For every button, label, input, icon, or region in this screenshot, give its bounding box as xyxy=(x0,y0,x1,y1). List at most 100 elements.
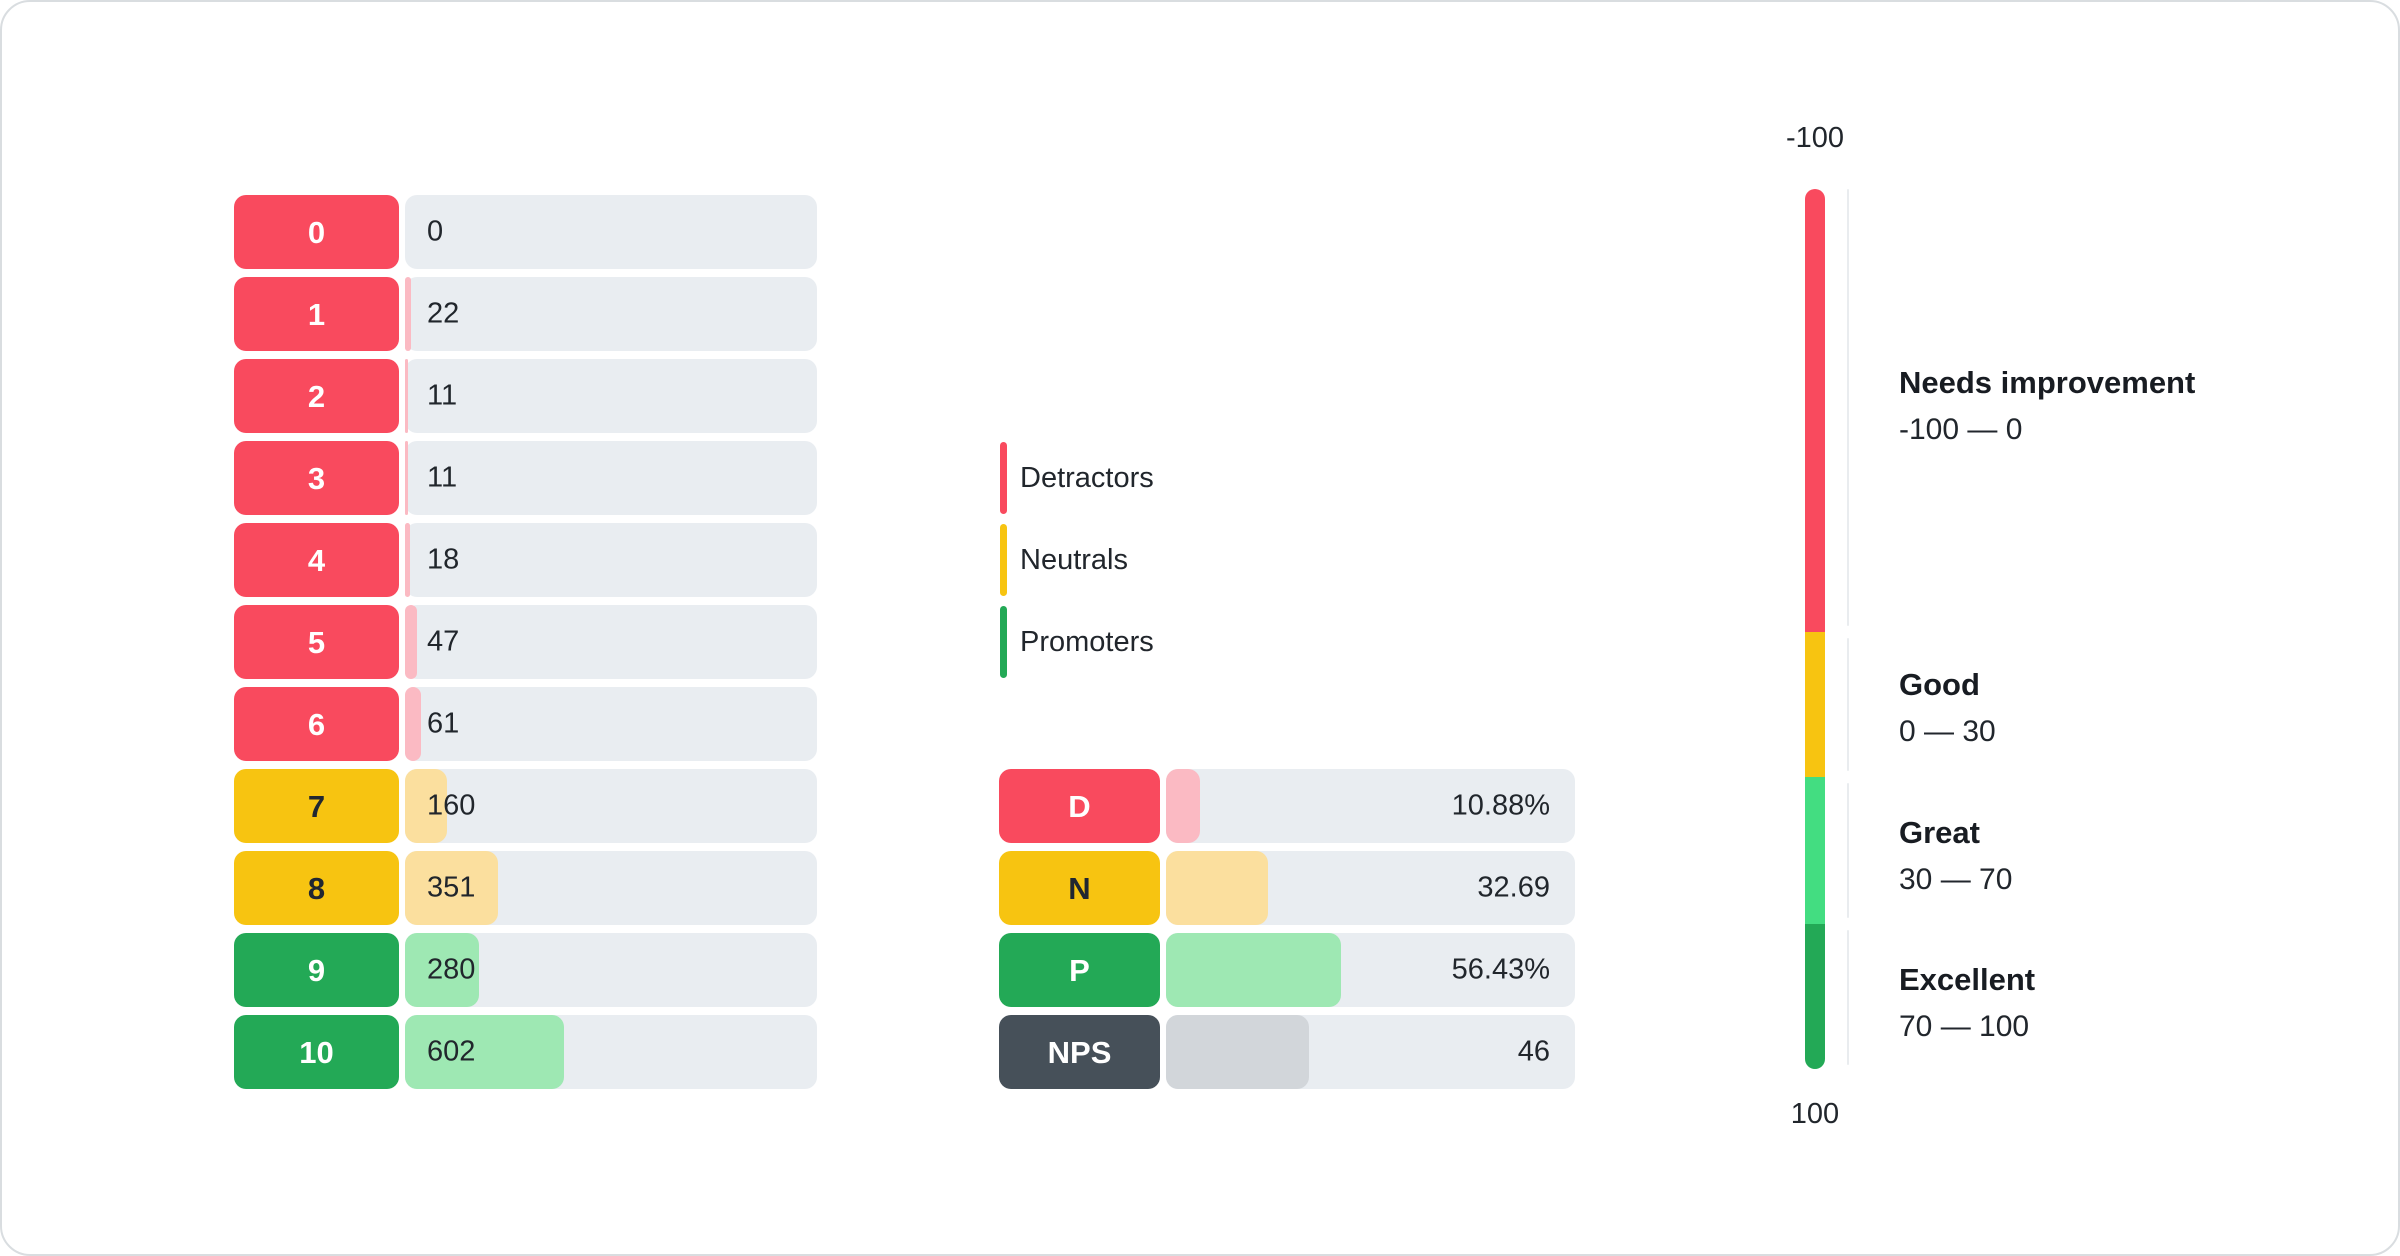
score-chip: 4 xyxy=(234,523,399,597)
dist-track: 160 xyxy=(405,769,817,843)
legend-swatch-icon xyxy=(1000,442,1007,514)
dist-row: 8 351 xyxy=(234,851,817,925)
dist-track: 22 xyxy=(405,277,817,351)
gauge-segment-1 xyxy=(1805,189,1825,632)
gauge-zone-label: Great 30 — 70 xyxy=(1899,815,2012,898)
nps-gauge-bar xyxy=(1805,189,1825,1069)
dist-track: 18 xyxy=(405,523,817,597)
summary-track: 46 xyxy=(1166,1015,1575,1089)
gauge-separator-line xyxy=(1847,930,1849,1065)
dist-fill xyxy=(405,933,479,1007)
gauge-segment-4 xyxy=(1805,924,1825,1069)
legend-item: Neutrals xyxy=(1000,524,1154,596)
dist-fill xyxy=(405,605,418,679)
dist-count-value: 11 xyxy=(427,379,458,412)
score-chip: 10 xyxy=(234,1015,399,1089)
nps-summary-chart: D 10.88% N 32.69 P 56.43% NPS 46 xyxy=(999,769,1575,1097)
dist-fill xyxy=(405,523,410,597)
dist-fill xyxy=(405,687,422,761)
summary-chip: P xyxy=(999,933,1160,1007)
summary-fill xyxy=(1166,769,1200,843)
dist-track: 47 xyxy=(405,605,817,679)
dist-count-value: 160 xyxy=(427,789,476,822)
score-chip: 5 xyxy=(234,605,399,679)
summary-value: 46 xyxy=(1517,1035,1550,1068)
score-chip: 2 xyxy=(234,359,399,433)
dist-count-value: 280 xyxy=(427,953,476,986)
dist-count-value: 11 xyxy=(427,461,458,494)
summary-row: D 10.88% xyxy=(999,769,1575,843)
zone-range: 0 — 30 xyxy=(1899,715,1996,748)
score-chip: 0 xyxy=(234,195,399,269)
dist-row: 7 160 xyxy=(234,769,817,843)
legend-label: Neutrals xyxy=(1020,543,1128,576)
dist-track: 280 xyxy=(405,933,817,1007)
score-chip: 6 xyxy=(234,687,399,761)
dist-fill xyxy=(405,359,408,433)
summary-track: 56.43% xyxy=(1166,933,1575,1007)
score-chip: 8 xyxy=(234,851,399,925)
dist-row: 2 11 xyxy=(234,359,817,433)
zone-range: 30 — 70 xyxy=(1899,863,2013,896)
dist-track: 11 xyxy=(405,359,817,433)
summary-value: 56.43% xyxy=(1451,953,1550,986)
dist-row: 10 602 xyxy=(234,1015,817,1089)
dist-count-value: 61 xyxy=(427,707,460,740)
legend-swatch-icon xyxy=(1000,524,1007,596)
summary-chip: D xyxy=(999,769,1160,843)
gauge-max-label: -100 xyxy=(1785,122,1845,154)
dist-fill xyxy=(405,1015,564,1089)
gauge-separator-line xyxy=(1847,189,1849,626)
dist-row: 4 18 xyxy=(234,523,817,597)
summary-row: P 56.43% xyxy=(999,933,1575,1007)
dist-fill xyxy=(405,851,498,925)
gauge-min-label: 100 xyxy=(1790,1098,1840,1130)
dist-count-value: 18 xyxy=(427,543,460,576)
dist-row: 6 61 xyxy=(234,687,817,761)
summary-fill xyxy=(1166,933,1342,1007)
dist-count-value: 22 xyxy=(427,297,460,330)
dist-track: 61 xyxy=(405,687,817,761)
legend-item: Promoters xyxy=(1000,606,1154,678)
dist-track: 351 xyxy=(405,851,817,925)
dist-fill xyxy=(405,277,411,351)
dist-track: 0 xyxy=(405,195,817,269)
summary-value: 10.88% xyxy=(1451,789,1550,822)
summary-chip: NPS xyxy=(999,1015,1160,1089)
gauge-segment-2 xyxy=(1805,632,1825,777)
legend: Detractors Neutrals Promoters xyxy=(1000,442,1154,688)
summary-row: NPS 46 xyxy=(999,1015,1575,1089)
dist-row: 1 22 xyxy=(234,277,817,351)
zone-title: Great xyxy=(1899,815,1980,850)
dist-fill xyxy=(405,441,408,515)
summary-fill xyxy=(1166,851,1268,925)
score-chip: 3 xyxy=(234,441,399,515)
summary-chip: N xyxy=(999,851,1160,925)
gauge-separator-line xyxy=(1847,638,1849,771)
zone-range: -100 — 0 xyxy=(1899,413,2023,446)
dist-count-value: 351 xyxy=(427,871,476,904)
dist-fill xyxy=(405,769,448,843)
legend-item: Detractors xyxy=(1000,442,1154,514)
zone-title: Needs improvement xyxy=(1899,365,2196,400)
score-chip: 1 xyxy=(234,277,399,351)
summary-track: 10.88% xyxy=(1166,769,1575,843)
dist-row: 9 280 xyxy=(234,933,817,1007)
gauge-zone-label: Excellent 70 — 100 xyxy=(1899,962,2035,1045)
summary-fill xyxy=(1166,1015,1309,1089)
zone-range: 70 — 100 xyxy=(1899,1010,2030,1043)
gauge-zone-label: Good 0 — 30 xyxy=(1899,667,1996,750)
score-chip: 7 xyxy=(234,769,399,843)
summary-track: 32.69 xyxy=(1166,851,1575,925)
dist-track: 11 xyxy=(405,441,817,515)
legend-swatch-icon xyxy=(1000,606,1007,678)
dist-row: 3 11 xyxy=(234,441,817,515)
gauge-separator-line xyxy=(1847,783,1849,918)
summary-value: 32.69 xyxy=(1477,871,1550,904)
zone-title: Good xyxy=(1899,667,1980,702)
dist-track: 602 xyxy=(405,1015,817,1089)
gauge-zone-label: Needs improvement -100 — 0 xyxy=(1899,365,2195,448)
summary-row: N 32.69 xyxy=(999,851,1575,925)
